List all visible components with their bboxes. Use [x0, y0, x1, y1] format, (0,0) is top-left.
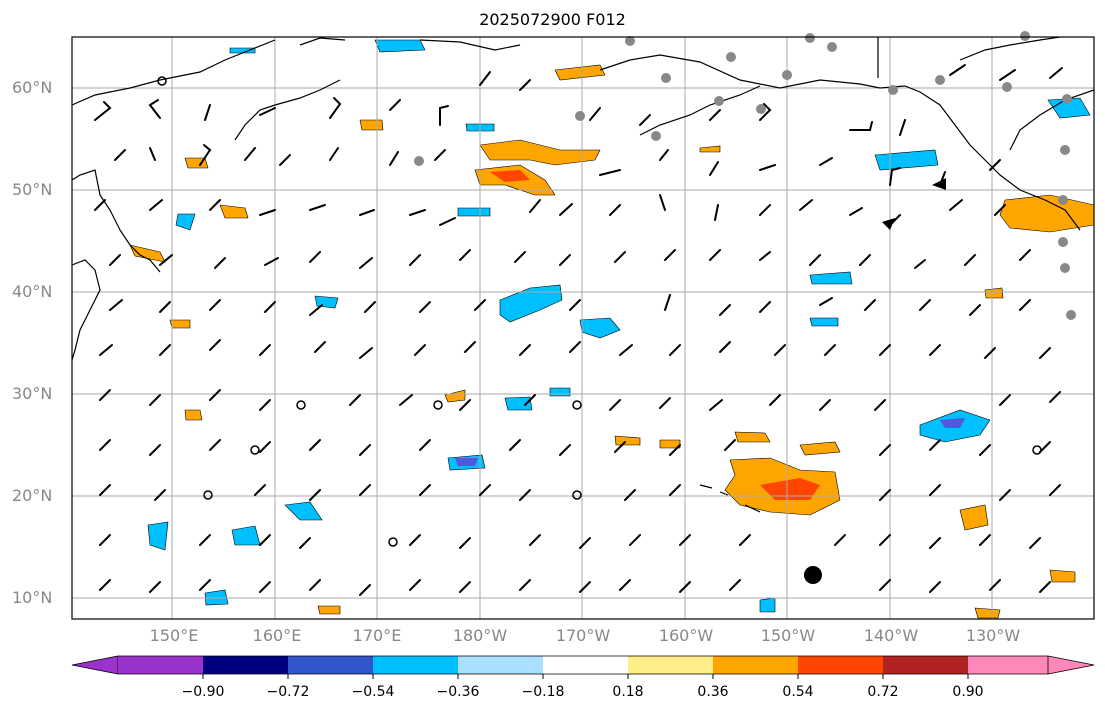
colorbar-tick-label: 0.90	[952, 684, 984, 700]
lon-label-170e: 170°E	[352, 626, 402, 645]
pennant-markers	[882, 178, 946, 230]
colorbar-tick-label: −0.36	[436, 684, 480, 700]
lon-label-150e: 150°E	[149, 626, 199, 645]
large-marker	[804, 566, 822, 584]
colorbar-swatch	[798, 656, 883, 674]
colorbar-swatch	[118, 656, 203, 674]
colorbar-extend-high	[1047, 655, 1095, 675]
colorbar-swatch	[458, 656, 543, 674]
lat-label-10n: 10°N	[12, 588, 53, 607]
coastlines	[72, 37, 1094, 513]
lon-label-160e: 160°E	[252, 626, 302, 645]
colorbar-tick-label: −0.18	[521, 684, 565, 700]
lon-label-150w: 150°W	[760, 626, 816, 645]
colorbar-tick-label: 0.54	[782, 684, 814, 700]
colorbar-swatch	[968, 656, 1048, 674]
colorbar-swatch	[203, 656, 288, 674]
positive-contours	[129, 64, 1094, 619]
lat-label-40n: 40°N	[12, 282, 53, 301]
colorbar-tick-label: −0.54	[351, 684, 395, 700]
map-title: 2025072900 F012	[479, 10, 626, 29]
colorbar-tick-label: 0.36	[697, 684, 729, 700]
lon-label-180w: 180°W	[452, 626, 508, 645]
colorbar	[71, 655, 1095, 679]
colorbar-swatch	[628, 656, 713, 674]
lon-label-160w: 160°W	[658, 626, 714, 645]
colorbar-swatch	[713, 656, 798, 674]
colorbar-tick-label: −0.72	[266, 684, 310, 700]
lat-label-60n: 60°N	[12, 78, 53, 97]
calm-circles	[157, 76, 1042, 547]
colorbar-swatch	[288, 656, 373, 674]
wind-barbs	[94, 64, 1063, 596]
lon-label-130w: 130°W	[965, 626, 1021, 645]
colorbar-swatch	[883, 656, 968, 674]
colorbar-tick-label: 0.72	[867, 684, 899, 700]
colorbar-tick-label: 0.18	[612, 684, 644, 700]
lat-label-30n: 30°N	[12, 384, 53, 403]
station-dots	[414, 31, 1076, 320]
lon-label-170w: 170°W	[555, 626, 611, 645]
colorbar-swatch	[543, 656, 628, 674]
colorbar-swatch	[373, 656, 458, 674]
lat-label-50n: 50°N	[12, 180, 53, 199]
lat-label-20n: 20°N	[12, 486, 53, 505]
colorbar-extend-low	[71, 655, 119, 675]
negative-contours	[147, 39, 1091, 613]
lon-label-140w: 140°W	[863, 626, 919, 645]
graticule	[72, 37, 1094, 619]
colorbar-tick-label: −0.90	[181, 684, 225, 700]
map-frame	[71, 36, 1095, 620]
